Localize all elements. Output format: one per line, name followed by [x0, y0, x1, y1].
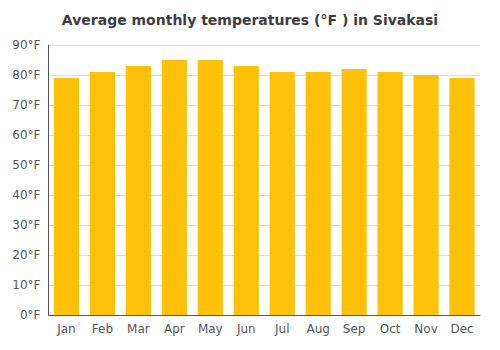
- svg-text:Apr: Apr: [164, 322, 185, 336]
- svg-text:Jul: Jul: [274, 322, 289, 336]
- svg-text:10°F: 10°F: [12, 278, 40, 292]
- svg-text:90°F: 90°F: [12, 38, 40, 52]
- svg-text:Dec: Dec: [450, 322, 473, 336]
- svg-text:Nov: Nov: [414, 322, 437, 336]
- svg-text:Average monthly temperatures (: Average monthly temperatures (°F ) in Si…: [62, 12, 438, 28]
- svg-text:Jun: Jun: [236, 322, 256, 336]
- svg-text:Oct: Oct: [380, 322, 401, 336]
- svg-text:Mar: Mar: [127, 322, 150, 336]
- svg-text:20°F: 20°F: [12, 248, 40, 262]
- svg-text:60°F: 60°F: [12, 128, 40, 142]
- svg-text:80°F: 80°F: [12, 68, 40, 82]
- svg-text:0°F: 0°F: [20, 308, 41, 322]
- svg-text:50°F: 50°F: [12, 158, 40, 172]
- svg-text:70°F: 70°F: [12, 98, 40, 112]
- svg-text:40°F: 40°F: [12, 188, 40, 202]
- svg-text:May: May: [198, 322, 223, 336]
- svg-text:Jan: Jan: [56, 322, 76, 336]
- svg-text:Sep: Sep: [343, 322, 366, 336]
- svg-text:30°F: 30°F: [12, 218, 40, 232]
- svg-text:Aug: Aug: [306, 322, 329, 336]
- svg-text:Feb: Feb: [92, 322, 113, 336]
